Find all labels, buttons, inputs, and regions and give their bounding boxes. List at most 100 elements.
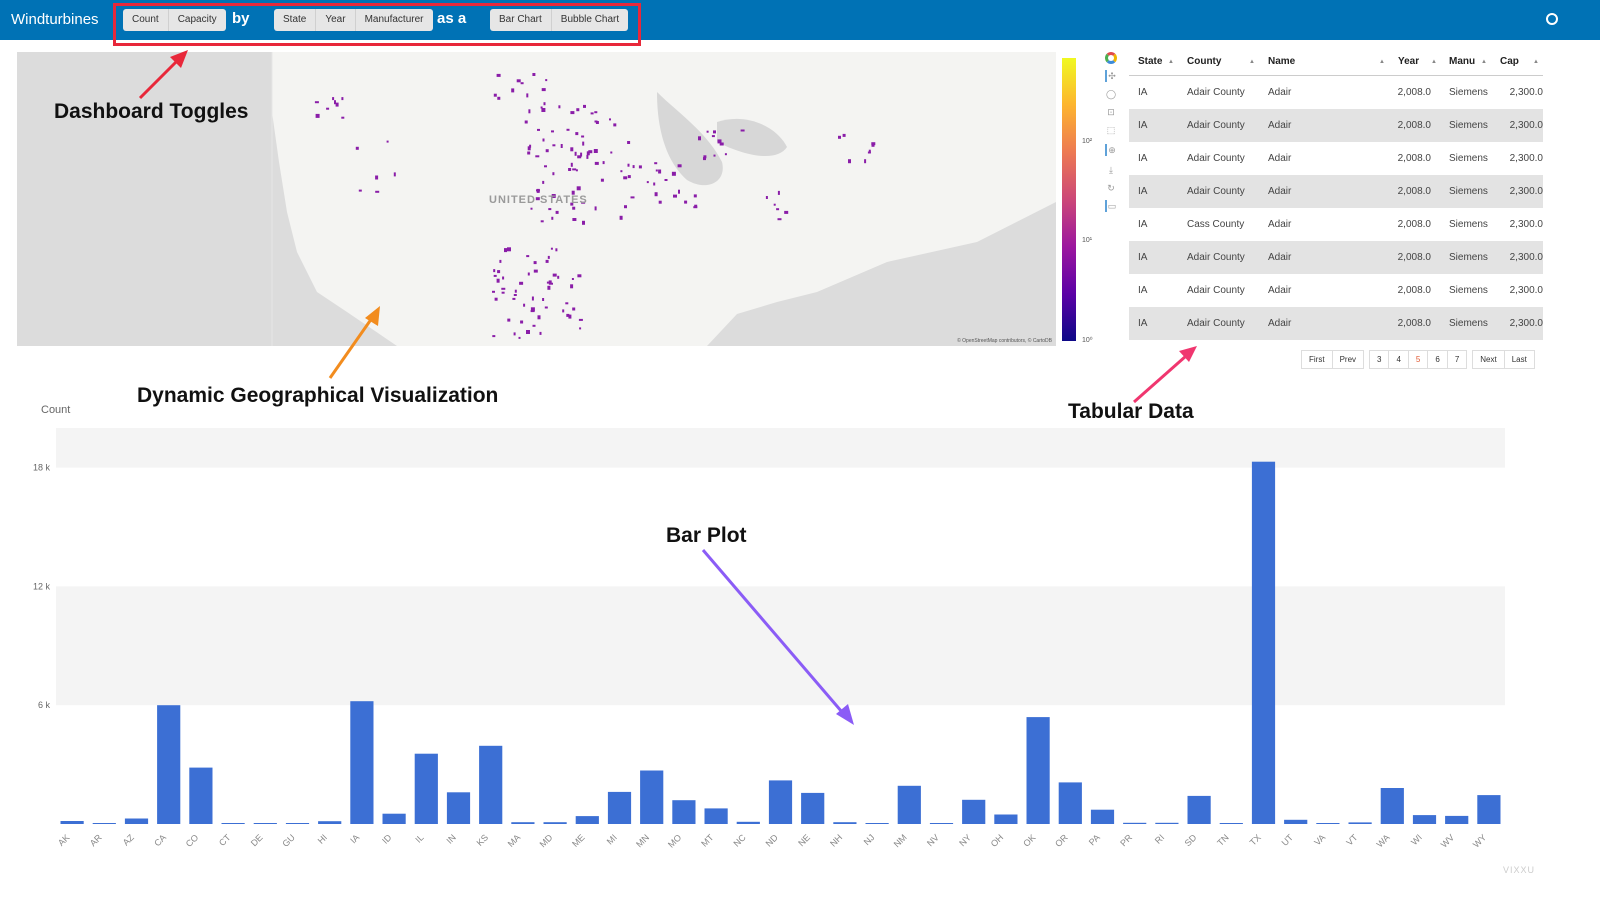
turbine-point [492,290,495,293]
bar-wi[interactable] [1412,815,1437,824]
manufacturer-toggle-button[interactable]: Manufacturer [364,14,424,25]
box-select-icon[interactable]: ⬚ [1106,125,1116,135]
column-header-manu[interactable]: Manu [1449,56,1476,67]
bar-il[interactable] [414,753,438,824]
bar-wy[interactable] [1477,795,1501,824]
sort-icon[interactable]: ▲ [1168,59,1174,65]
next-page-button[interactable]: Next [1472,350,1505,369]
bar-nv[interactable] [929,823,954,824]
table-row[interactable]: IA Adair County Adair 2,008.0 Siemens 2,300.0 [1129,109,1543,142]
bar-oh[interactable] [994,814,1018,825]
hover-icon[interactable]: ▭ [1105,200,1117,212]
bar-me[interactable] [575,816,599,824]
sort-icon[interactable]: ▲ [1481,59,1487,65]
capacity-toggle-button[interactable]: Capacity [177,14,217,25]
bar-ar[interactable] [92,823,116,824]
reset-icon[interactable]: ↻ [1107,183,1115,193]
bar-tx[interactable] [1251,461,1276,824]
bar-nh[interactable] [833,822,857,824]
table-row[interactable]: IA Adair County Adair 2,008.0 Siemens 2,300.0 [1129,142,1543,175]
bar-az[interactable] [124,818,149,825]
table-row[interactable]: IA Cass County Adair 2,008.0 Siemens 2,300.0 [1129,208,1543,241]
sort-icon[interactable]: ▲ [1431,59,1437,65]
page-button-current[interactable]: 5 [1407,350,1429,369]
annotation-tabular-data: Tabular Data [1068,400,1194,423]
pan-icon[interactable]: ✣ [1105,70,1117,82]
bar-md[interactable] [543,822,567,824]
column-header-year[interactable]: Year [1398,56,1420,67]
column-header-cap[interactable]: Cap [1500,56,1519,67]
bar-ks[interactable] [479,745,503,824]
bar-nj[interactable] [865,823,889,824]
turbine-point [552,273,557,277]
last-page-button[interactable]: Last [1503,350,1535,369]
bar-ri[interactable] [1155,822,1179,824]
table-row[interactable]: IA Adair County Adair 2,008.0 Siemens 2,300.0 [1129,241,1543,274]
bar-ny[interactable] [962,799,986,824]
state-toggle-button[interactable]: State [274,9,317,31]
column-header-name[interactable]: Name [1268,56,1296,67]
y-tick-label: 18 k [33,463,51,473]
sort-icon[interactable]: ▲ [1249,59,1255,65]
bar-mn[interactable] [640,770,664,825]
bar-nd[interactable] [768,780,793,824]
page-button[interactable]: 4 [1388,350,1409,369]
first-page-button[interactable]: First [1301,350,1333,369]
turbine-point [548,208,552,211]
bar-ca[interactable] [157,705,181,824]
table-row[interactable]: IA Adair County Adair 2,008.0 Siemens 2,300.0 [1129,307,1543,340]
bokeh-logo-icon[interactable] [1105,52,1117,64]
bar-plot-canvas[interactable]: 6 k 12 k 18 k AK AR AZ CA CO CT DE GU HI IA ID IL IN KS M… [0,400,1600,899]
turbine-point [864,159,867,164]
bar-vt[interactable] [1348,822,1372,824]
page-button[interactable]: 3 [1369,350,1390,369]
x-tick-label: NY [957,832,973,848]
sort-icon[interactable]: ▲ [1379,59,1385,65]
bar-de[interactable] [253,823,277,824]
bar-hi[interactable] [318,821,342,824]
bar-pa[interactable] [1090,809,1115,824]
lasso-icon[interactable]: ◯ [1105,89,1117,99]
count-toggle-button[interactable]: Count [123,9,169,31]
bar-nm[interactable] [897,785,921,824]
page-button[interactable]: 6 [1427,350,1448,369]
bar-va[interactable] [1316,823,1340,824]
bar-id[interactable] [382,813,406,824]
bar-ut[interactable] [1284,819,1308,824]
bar-chart-toggle-button[interactable]: Bar Chart [490,9,552,31]
bar-mi[interactable] [607,791,632,824]
wheel-zoom-icon[interactable]: ⊕ [1105,144,1117,156]
bar-ma[interactable] [511,822,535,824]
bar-ct[interactable] [221,823,245,824]
bar-wv[interactable] [1445,815,1469,824]
bar-mo[interactable] [672,800,696,824]
table-row[interactable]: IA Adair County Adair 2,008.0 Siemens 2,300.0 [1129,274,1543,307]
table-row[interactable]: IA Adair County Adair 2,008.0 Siemens 2,300.0 [1129,175,1543,208]
bar-ne[interactable] [801,792,825,824]
bar-in[interactable] [446,792,471,824]
bar-ia[interactable] [350,701,374,824]
page-button[interactable]: 7 [1446,350,1468,369]
sort-icon[interactable]: ▲ [1533,59,1539,65]
bar-pr[interactable] [1123,822,1147,824]
bubble-chart-toggle-button[interactable]: Bubble Chart [560,14,620,25]
bar-gu[interactable] [285,823,310,824]
table-row[interactable]: IA Adair County Adair 2,008.0 Siemens 2,300.0 [1129,76,1543,109]
turbine-point [355,146,359,150]
map-view[interactable]: UNITED STATES © OpenStreetMap contributo… [17,52,1056,346]
year-toggle-button[interactable]: Year [316,9,356,31]
column-header-county[interactable]: County [1187,56,1222,67]
bar-wa[interactable] [1380,788,1404,824]
column-header-state[interactable]: State [1138,56,1163,67]
bar-nc[interactable] [736,821,760,824]
box-zoom-icon[interactable]: ⊡ [1107,107,1115,117]
bar-ak[interactable] [60,821,84,824]
bar-or[interactable] [1058,782,1082,824]
bar-sd[interactable] [1187,795,1211,824]
bar-ok[interactable] [1026,717,1050,824]
save-icon[interactable]: ⤓ [1109,165,1113,175]
prev-page-button[interactable]: Prev [1331,350,1365,369]
bar-tn[interactable] [1219,823,1243,824]
bar-mt[interactable] [704,808,728,824]
bar-co[interactable] [189,767,213,824]
